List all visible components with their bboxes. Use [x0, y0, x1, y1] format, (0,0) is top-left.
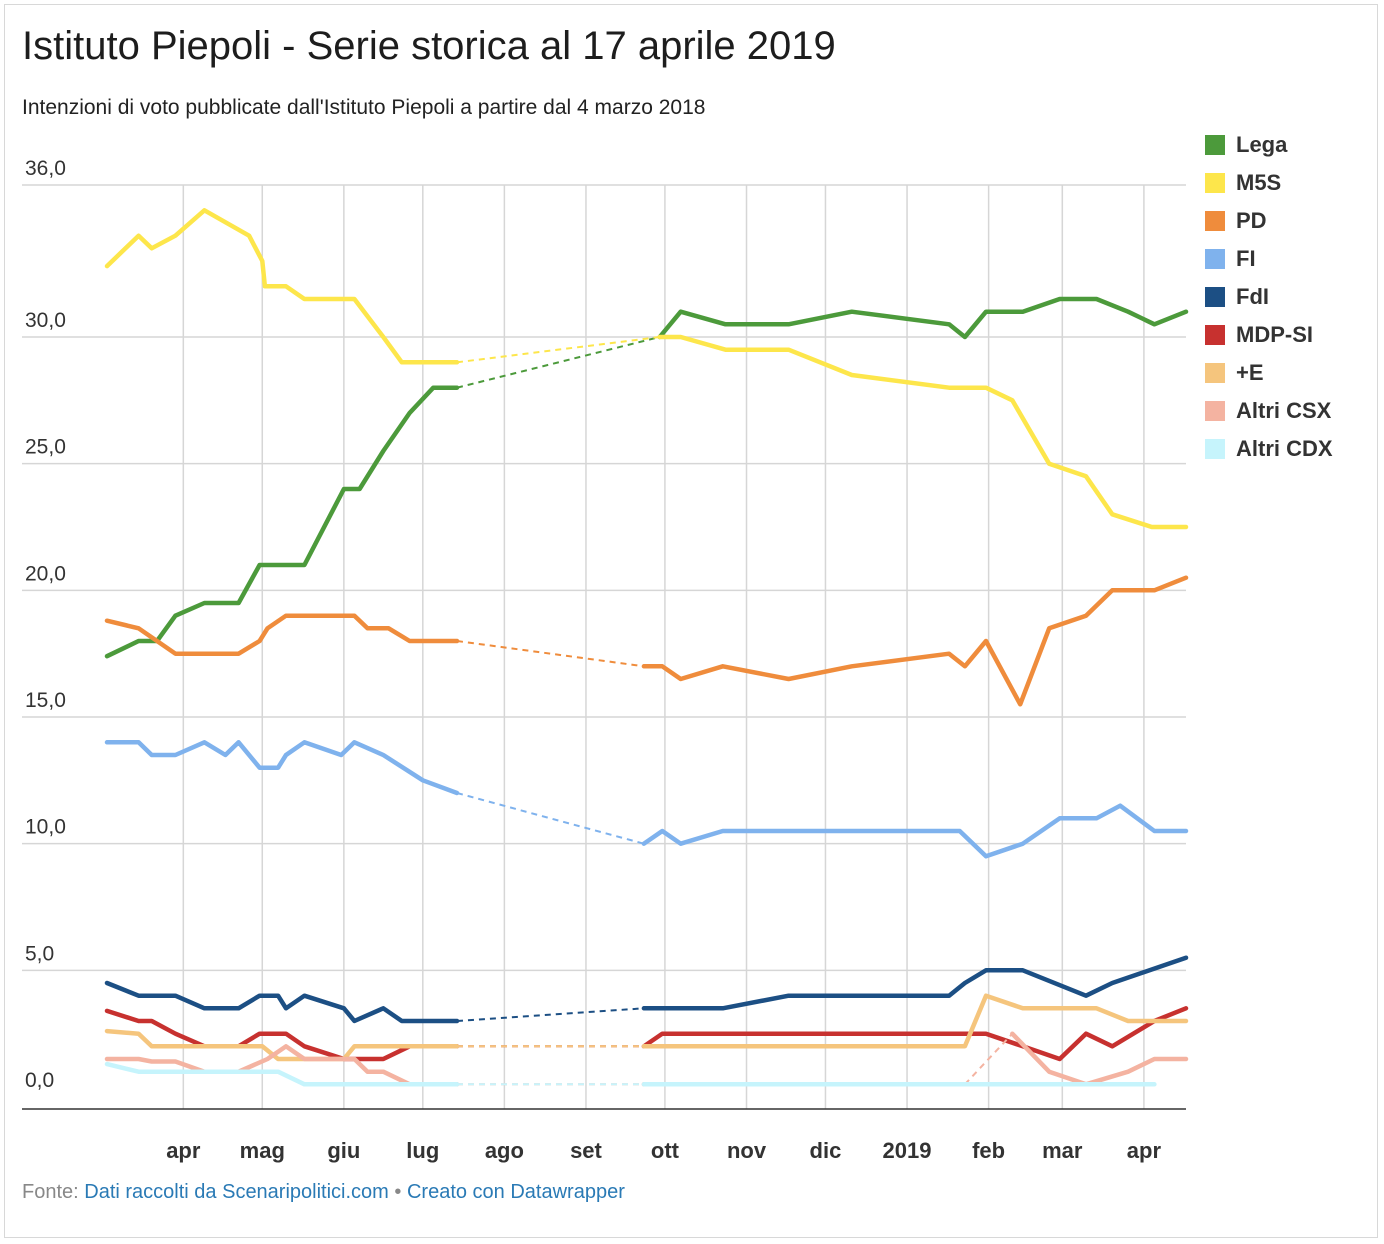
series-line: [104, 208, 460, 365]
series-line: [104, 1028, 460, 1062]
x-tick-label: mar: [1042, 1138, 1083, 1163]
legend-swatch: [1205, 325, 1225, 345]
series-altri-csx: [104, 1031, 1189, 1087]
footer-prefix: Fonte:: [22, 1181, 79, 1203]
series-fi: [104, 740, 1189, 859]
series-line: [104, 1061, 460, 1087]
x-tick-label: set: [570, 1138, 602, 1163]
series-m5s: [104, 208, 1189, 530]
x-tick-labels: apr mag giu lug ago set ott nov dic 2019 feb mar apr: [166, 1138, 1161, 1163]
chart-frame: [4, 4, 1378, 1238]
series-gap-connector: [456, 792, 645, 845]
x-tick-label: giu: [327, 1138, 360, 1163]
x-tick-label: lug: [406, 1138, 439, 1163]
legend-item: Lega: [1205, 126, 1333, 164]
series-line: [104, 1044, 460, 1087]
x-tick-label: ott: [651, 1138, 680, 1163]
x-tick-label: nov: [727, 1138, 767, 1163]
series-line: [641, 803, 1189, 859]
series-line: [104, 613, 460, 656]
x-tick-label: dic: [810, 1138, 842, 1163]
legend-item: MDP-SI: [1205, 316, 1333, 354]
y-tick-label: 15,0: [25, 689, 66, 712]
series-line: [657, 296, 1189, 340]
legend-label: Altri CSX: [1236, 398, 1332, 423]
y-tick-label: 36,0: [25, 157, 66, 180]
series-lines: [104, 208, 1189, 1087]
footer: Fonte: Dati raccolti da Scenaripolitici.…: [22, 1181, 625, 1204]
series-line: [104, 385, 460, 659]
legend-item: +E: [1205, 354, 1333, 392]
series-lega: [104, 296, 1189, 659]
series-gap-connector: [964, 1033, 1014, 1085]
x-tick-label: apr: [1127, 1138, 1162, 1163]
legend-label: Lega: [1236, 132, 1288, 157]
series-gap-connector: [456, 336, 660, 364]
y-tick-label: 25,0: [25, 436, 66, 459]
footer-separator: •: [394, 1181, 402, 1203]
legend-label: +E: [1236, 360, 1264, 385]
series-line: [641, 575, 1189, 707]
series-altri-cdx: [104, 1061, 1157, 1087]
datawrapper-link[interactable]: Creato con Datawrapper: [406, 1181, 625, 1203]
x-tick-label: ago: [485, 1138, 524, 1163]
legend-item: Altri CSX: [1205, 392, 1333, 430]
chart-title: Istituto Piepoli - Serie storica al 17 a…: [22, 24, 836, 68]
y-tick-labels: 0,0 5,0 10,0 15,0 20,0 25,0 30,0 36,0: [25, 157, 66, 1092]
y-tick-label: 10,0: [25, 816, 66, 839]
series-line: [104, 1008, 460, 1062]
y-gridlines: [22, 184, 1186, 972]
legend-swatch: [1205, 287, 1225, 307]
legend-label: MDP-SI: [1236, 322, 1313, 347]
legend-swatch: [1205, 135, 1225, 155]
series-line: [641, 955, 1189, 1011]
legend-item: FI: [1205, 240, 1333, 278]
series-line: [1010, 1031, 1189, 1087]
legend-swatch: [1205, 211, 1225, 231]
series-pd: [104, 575, 1189, 707]
legend-swatch: [1205, 401, 1225, 421]
legend-label: FdI: [1236, 284, 1269, 309]
series-line: [104, 980, 460, 1024]
y-tick-label: 5,0: [25, 942, 54, 965]
x-tick-label: feb: [972, 1138, 1005, 1163]
legend-item: PD: [1205, 202, 1333, 240]
series-gap-connector: [456, 336, 660, 389]
legend-swatch: [1205, 363, 1225, 383]
legend-swatch: [1205, 173, 1225, 193]
y-tick-label: 0,0: [25, 1069, 54, 1092]
y-tick-label: 20,0: [25, 562, 66, 585]
series-line: [657, 334, 1189, 530]
legend-item: M5S: [1205, 164, 1333, 202]
y-tick-label: 30,0: [25, 309, 66, 332]
series--e: [104, 993, 1189, 1062]
legend-swatch: [1205, 249, 1225, 269]
x-tick-label: 2019: [883, 1138, 932, 1163]
legend-label: M5S: [1236, 170, 1282, 195]
chart-subtitle: Intenzioni di voto pubblicate dall'Istit…: [22, 96, 706, 119]
series-line: [104, 740, 460, 796]
series-line: [641, 1006, 1189, 1062]
legend-label: Altri CDX: [1236, 436, 1333, 461]
legend-item: FdI: [1205, 278, 1333, 316]
legend-label: PD: [1236, 208, 1267, 233]
legend: Lega M5S PD FI FdI MDP-SI +E Altri CSX Altri CDX: [1205, 126, 1333, 468]
legend-swatch: [1205, 439, 1225, 459]
series-fdi: [104, 955, 1189, 1024]
legend-label: FI: [1236, 246, 1256, 271]
source-link[interactable]: Dati raccolti da Scenaripolitici.com: [84, 1181, 389, 1203]
x-tick-label: apr: [166, 1138, 201, 1163]
series-gap-connector: [456, 640, 645, 668]
series-line: [641, 993, 1189, 1049]
legend-item: Altri CDX: [1205, 430, 1333, 468]
series-gap-connector: [456, 1007, 644, 1022]
x-tick-label: mag: [240, 1138, 285, 1163]
